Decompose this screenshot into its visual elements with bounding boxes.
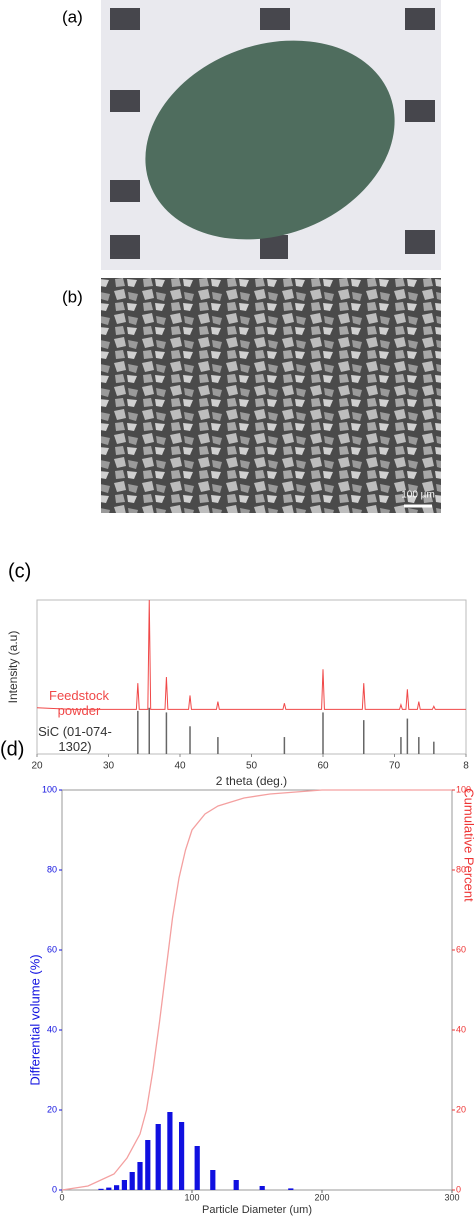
bar	[98, 1188, 104, 1190]
y-tick-label: 40	[47, 1024, 57, 1034]
scale-bar-label: 100 µm	[401, 490, 435, 501]
bar	[233, 1180, 239, 1190]
panel-label: (d)	[0, 738, 24, 760]
powder-photo	[101, 0, 441, 270]
bar	[137, 1162, 143, 1190]
panel-label: (b)	[62, 287, 83, 306]
series-label: SiC (01-074-1302)	[38, 724, 112, 754]
bar	[129, 1172, 135, 1190]
panel-label: (c)	[8, 560, 31, 582]
x-tick-label: 40	[174, 761, 186, 772]
x-tick-label: 0	[59, 1192, 64, 1202]
y2-tick-label: 40	[456, 1024, 466, 1034]
plot-frame	[61, 789, 453, 1191]
x-tick-label: 30	[103, 761, 115, 772]
x-axis-title: 2 theta (deg.)	[216, 774, 287, 788]
bar	[167, 1112, 173, 1190]
x-tick-label: 300	[444, 1192, 459, 1202]
y-tick-label: 20	[47, 1104, 57, 1114]
bar	[121, 1180, 127, 1190]
y-tick-label: 100	[42, 784, 57, 794]
bar	[259, 1186, 265, 1190]
y2-axis-title: Cumulative Percent	[462, 788, 474, 902]
y2-tick-label: 100	[456, 784, 471, 794]
bar	[114, 1185, 120, 1190]
x-axis-title: Particle Diameter (um)	[202, 1204, 312, 1216]
x-tick-label: 20	[31, 761, 43, 772]
x-tick-label: 50	[246, 761, 258, 772]
y2-tick-label: 80	[456, 864, 466, 874]
y-tick-label: 80	[47, 864, 57, 874]
panel-label: (a)	[62, 7, 83, 26]
y2-tick-label: 60	[456, 944, 466, 954]
series-label: Feedstock powder	[49, 688, 109, 718]
bar	[194, 1146, 200, 1190]
sem-image	[101, 278, 441, 513]
x-tick-label: 8	[463, 761, 469, 772]
bar	[179, 1122, 185, 1190]
y-axis-title: Differential volume (%)	[27, 954, 42, 1085]
bar	[106, 1187, 112, 1190]
pattern-line	[36, 599, 466, 710]
bar	[145, 1140, 151, 1190]
y-tick-label: 60	[47, 944, 57, 954]
bar	[155, 1124, 161, 1190]
y-axis-title: Intensity (a.u)	[6, 631, 20, 704]
x-tick-label: 100	[184, 1192, 199, 1202]
x-tick-label: 60	[317, 761, 329, 772]
y2-tick-label: 20	[456, 1104, 466, 1114]
y-tick-label: 0	[52, 1184, 57, 1194]
x-tick-label: 70	[389, 761, 401, 772]
bar	[210, 1170, 216, 1190]
x-tick-label: 200	[314, 1192, 329, 1202]
cumulative-line	[61, 789, 452, 1191]
bar	[288, 1188, 294, 1190]
y2-tick-label: 0	[456, 1184, 461, 1194]
